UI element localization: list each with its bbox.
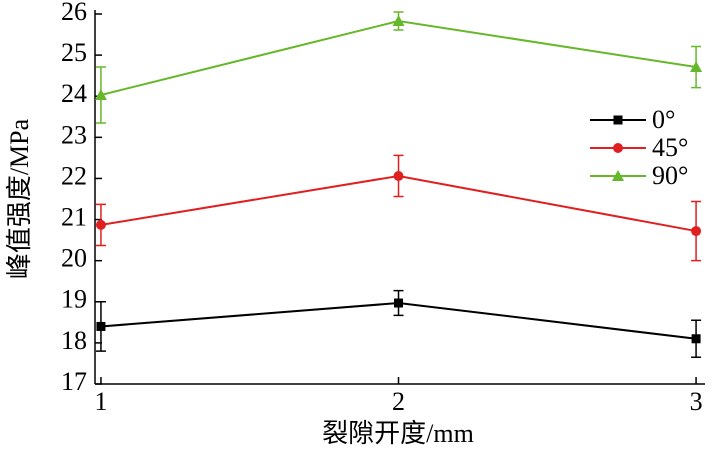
series-line [100,19,697,96]
x-tick-label: 1 [94,387,107,416]
y-axis-label: 峰值强度/MPa [5,118,34,279]
marker [691,226,702,237]
marker [392,14,405,26]
marker [690,61,703,73]
y-tick-label: 18 [61,326,87,355]
legend-label: 45° [652,133,688,162]
marker [94,88,107,100]
marker [95,219,106,230]
marker [96,321,106,331]
y-tick-label: 26 [61,0,87,26]
x-tick-label: 3 [690,387,703,416]
marker [393,170,404,181]
y-tick-label: 20 [61,244,87,273]
y-tick-label: 25 [61,38,87,67]
legend-marker [613,115,623,125]
marker [394,298,404,308]
x-axis-label: 裂隙开度/mm [322,419,474,448]
y-tick-label: 24 [61,79,87,108]
y-tick-label: 17 [61,367,87,396]
x-tick-label: 2 [392,387,405,416]
legend-label: 90° [652,161,688,190]
legend-marker [613,143,623,153]
legend-marker [612,170,624,181]
y-tick-label: 23 [61,120,87,149]
y-tick-label: 22 [61,161,87,190]
legend-label: 0° [652,105,675,134]
marker [691,334,701,344]
y-tick-label: 19 [61,285,87,314]
y-tick-label: 21 [61,203,87,232]
